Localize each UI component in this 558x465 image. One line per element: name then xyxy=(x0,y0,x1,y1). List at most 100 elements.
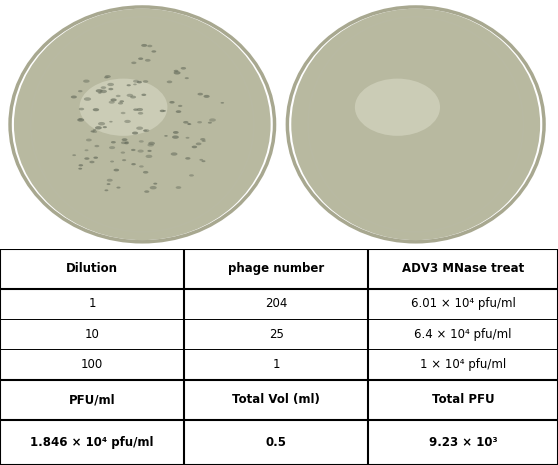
Ellipse shape xyxy=(133,108,138,111)
Ellipse shape xyxy=(131,149,136,151)
Ellipse shape xyxy=(139,140,144,143)
Ellipse shape xyxy=(89,161,94,163)
Text: 100: 100 xyxy=(81,358,103,371)
Ellipse shape xyxy=(78,90,83,92)
Ellipse shape xyxy=(377,89,455,160)
Ellipse shape xyxy=(143,171,148,173)
Ellipse shape xyxy=(131,115,153,133)
Ellipse shape xyxy=(72,154,76,156)
Ellipse shape xyxy=(304,20,528,229)
Ellipse shape xyxy=(344,58,488,191)
Ellipse shape xyxy=(143,130,147,132)
Text: 6.4 × 10⁴ pfu/ml: 6.4 × 10⁴ pfu/ml xyxy=(415,328,512,341)
Ellipse shape xyxy=(192,146,197,148)
Text: 204: 204 xyxy=(265,298,287,311)
Text: Dilution: Dilution xyxy=(66,262,118,275)
Ellipse shape xyxy=(137,81,142,83)
Ellipse shape xyxy=(114,100,170,148)
Ellipse shape xyxy=(93,129,97,131)
Ellipse shape xyxy=(381,93,451,156)
Ellipse shape xyxy=(98,92,102,94)
Ellipse shape xyxy=(368,81,463,167)
Ellipse shape xyxy=(291,9,540,240)
Ellipse shape xyxy=(204,95,210,98)
Ellipse shape xyxy=(83,80,90,83)
Ellipse shape xyxy=(186,137,190,139)
Text: PFU/ml: PFU/ml xyxy=(69,393,116,406)
Ellipse shape xyxy=(356,70,475,179)
Text: 1: 1 xyxy=(272,358,280,371)
Ellipse shape xyxy=(133,80,139,83)
Ellipse shape xyxy=(102,89,183,160)
Ellipse shape xyxy=(320,35,512,213)
Ellipse shape xyxy=(164,135,168,137)
Ellipse shape xyxy=(176,110,181,113)
Ellipse shape xyxy=(95,126,102,129)
Ellipse shape xyxy=(397,108,435,141)
Ellipse shape xyxy=(123,108,162,141)
Ellipse shape xyxy=(77,118,84,122)
Ellipse shape xyxy=(174,70,179,72)
Ellipse shape xyxy=(185,77,189,79)
Ellipse shape xyxy=(104,189,108,191)
Ellipse shape xyxy=(127,94,133,97)
Ellipse shape xyxy=(110,96,174,153)
Ellipse shape xyxy=(81,70,204,179)
Text: 9.23 × 10³: 9.23 × 10³ xyxy=(429,436,497,449)
Ellipse shape xyxy=(108,88,113,90)
Ellipse shape xyxy=(189,174,194,177)
Ellipse shape xyxy=(185,157,190,159)
Ellipse shape xyxy=(109,146,115,149)
Ellipse shape xyxy=(96,89,103,93)
Ellipse shape xyxy=(79,79,167,136)
Ellipse shape xyxy=(85,149,89,151)
Ellipse shape xyxy=(116,95,121,97)
Ellipse shape xyxy=(107,83,114,86)
Ellipse shape xyxy=(355,79,440,136)
Ellipse shape xyxy=(104,76,108,79)
Ellipse shape xyxy=(197,121,202,123)
Ellipse shape xyxy=(172,135,179,139)
Ellipse shape xyxy=(300,16,532,232)
Ellipse shape xyxy=(110,99,117,101)
Ellipse shape xyxy=(135,120,149,129)
Ellipse shape xyxy=(14,9,271,240)
Ellipse shape xyxy=(109,121,113,123)
Ellipse shape xyxy=(173,131,179,134)
Ellipse shape xyxy=(295,13,536,236)
Ellipse shape xyxy=(393,104,439,145)
Ellipse shape xyxy=(110,160,114,162)
Ellipse shape xyxy=(183,121,189,124)
Ellipse shape xyxy=(208,122,212,124)
Ellipse shape xyxy=(31,24,254,225)
Ellipse shape xyxy=(307,24,524,225)
Ellipse shape xyxy=(113,169,119,172)
Ellipse shape xyxy=(316,32,516,217)
Ellipse shape xyxy=(107,179,113,182)
Ellipse shape xyxy=(169,101,175,104)
Ellipse shape xyxy=(121,112,126,114)
Ellipse shape xyxy=(137,150,144,153)
Ellipse shape xyxy=(47,39,237,210)
Ellipse shape xyxy=(90,130,95,133)
Text: 10: 10 xyxy=(85,328,99,341)
Ellipse shape xyxy=(85,73,200,175)
Ellipse shape xyxy=(187,123,191,125)
Ellipse shape xyxy=(153,183,157,185)
Ellipse shape xyxy=(79,164,83,166)
Ellipse shape xyxy=(181,67,186,70)
Ellipse shape xyxy=(124,141,129,143)
Ellipse shape xyxy=(405,115,427,133)
Ellipse shape xyxy=(145,59,151,62)
Ellipse shape xyxy=(401,112,431,137)
Ellipse shape xyxy=(340,54,492,194)
Ellipse shape xyxy=(162,110,166,112)
Ellipse shape xyxy=(171,153,177,156)
Ellipse shape xyxy=(105,75,111,78)
Ellipse shape xyxy=(133,84,137,85)
Ellipse shape xyxy=(147,150,152,152)
Ellipse shape xyxy=(364,77,467,172)
Text: 1.846 × 10⁴ pfu/ml: 1.846 × 10⁴ pfu/ml xyxy=(30,436,154,449)
Text: 1 × 10⁴ pfu/ml: 1 × 10⁴ pfu/ml xyxy=(420,358,506,371)
Ellipse shape xyxy=(209,119,216,122)
